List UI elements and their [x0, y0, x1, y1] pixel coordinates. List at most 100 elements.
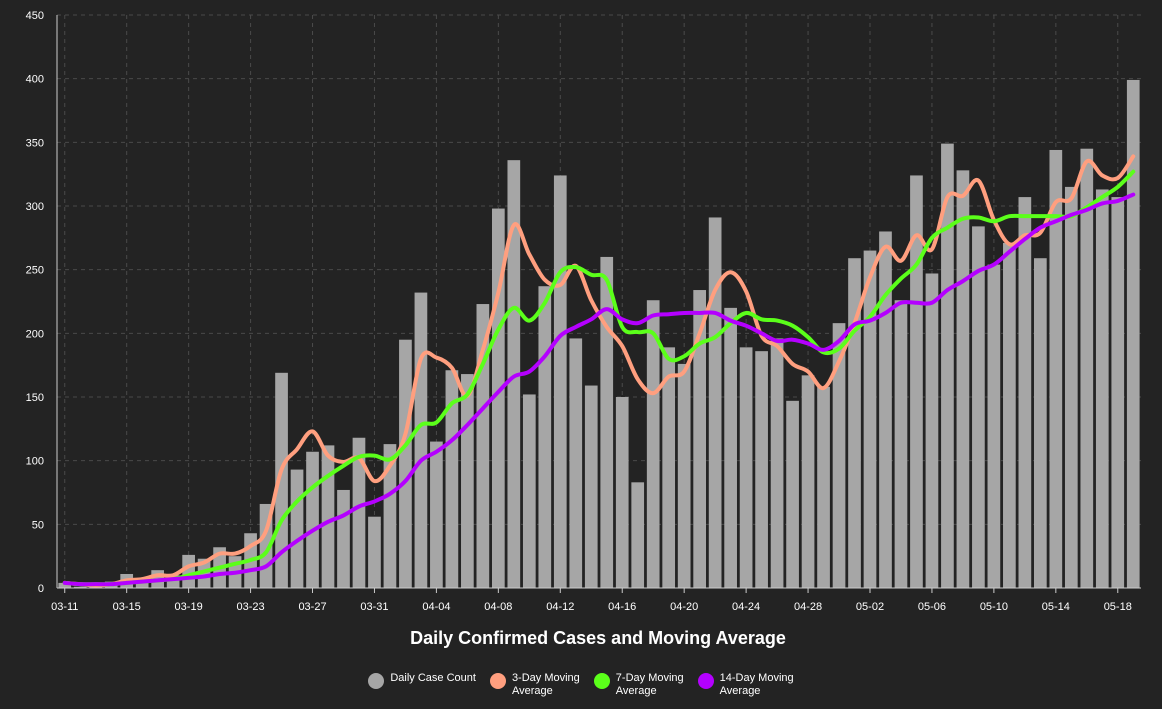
x-tick-label: 05-02 — [856, 601, 884, 613]
bar[interactable] — [1064, 186, 1078, 588]
bar[interactable] — [879, 231, 892, 588]
x-tick-label: 04-24 — [732, 601, 760, 613]
bar[interactable] — [1018, 197, 1032, 588]
bar[interactable] — [135, 581, 149, 588]
bar[interactable] — [321, 445, 335, 588]
bar[interactable] — [646, 300, 660, 588]
bar[interactable] — [383, 444, 397, 588]
line-series — [62, 154, 1136, 588]
bar[interactable] — [414, 292, 428, 588]
y-tick-label: 0 — [38, 583, 44, 595]
bar[interactable] — [1033, 258, 1047, 588]
bar[interactable] — [786, 400, 799, 588]
bar[interactable] — [662, 347, 676, 588]
legend-swatch — [697, 673, 714, 689]
bar[interactable] — [522, 394, 536, 588]
bar[interactable] — [755, 351, 768, 588]
y-tick-label: 100 — [26, 456, 44, 468]
bar[interactable] — [1126, 79, 1140, 588]
legend-swatch — [593, 673, 610, 689]
bar[interactable] — [182, 554, 195, 588]
legend: Daily Case Count 3-Day Moving Average 7-… — [0, 672, 1162, 698]
x-tick-label: 03-19 — [175, 601, 203, 613]
bar[interactable] — [739, 347, 753, 588]
bar[interactable] — [956, 170, 970, 588]
x-tick-label: 05-06 — [918, 601, 946, 613]
bar[interactable] — [724, 307, 737, 588]
legend-label: 7-Day Moving Average — [615, 672, 684, 697]
legend-swatch — [489, 673, 506, 689]
bar[interactable] — [615, 397, 629, 588]
bar[interactable] — [708, 217, 722, 588]
bar[interactable] — [677, 363, 691, 588]
legend-item-daily-case-count[interactable]: Daily Case Count — [368, 672, 476, 698]
bar[interactable] — [569, 338, 583, 588]
line-3-day-moving-average[interactable] — [62, 154, 1136, 588]
bar[interactable] — [337, 489, 350, 588]
x-tick-label: 03-11 — [51, 601, 78, 613]
bar[interactable] — [817, 386, 830, 588]
bar[interactable] — [910, 175, 923, 588]
y-tick-label: 200 — [26, 328, 44, 340]
x-tick-label: 04-12 — [546, 601, 574, 613]
bar[interactable] — [352, 437, 366, 588]
x-tick-label: 04-04 — [422, 601, 450, 613]
x-tick-label: 04-16 — [608, 601, 636, 613]
bar[interactable] — [553, 175, 567, 588]
x-axis-ticks: 03-11 03-15 03-19 03-23 03-27 03-31 04-04 04-08… — [51, 588, 1132, 613]
line-7-day-moving-average[interactable] — [62, 169, 1136, 587]
bar[interactable] — [368, 516, 381, 588]
bar[interactable] — [1003, 242, 1016, 588]
y-tick-label: 150 — [26, 392, 44, 404]
x-tick-label: 03-31 — [360, 601, 388, 613]
bar[interactable] — [507, 160, 521, 588]
bar[interactable] — [275, 372, 288, 588]
x-tick-label: 04-28 — [794, 601, 822, 613]
bar[interactable] — [925, 273, 939, 588]
y-tick-label: 400 — [26, 74, 44, 86]
bar[interactable] — [941, 143, 954, 588]
y-tick-label: 450 — [26, 10, 44, 22]
bar[interactable] — [58, 582, 72, 588]
bar[interactable] — [538, 286, 552, 588]
axes — [56, 15, 1141, 589]
bar[interactable] — [848, 258, 861, 588]
bar[interactable] — [801, 375, 815, 588]
bar[interactable] — [770, 338, 784, 588]
bar[interactable] — [693, 290, 707, 588]
line-14-day-moving-average[interactable] — [62, 192, 1136, 587]
bar[interactable] — [1111, 197, 1125, 588]
bar[interactable] — [863, 250, 877, 589]
bar[interactable] — [987, 264, 1001, 588]
legend-item-14-day-moving-average[interactable]: 14-Day Moving Average — [697, 672, 794, 698]
bar[interactable] — [461, 374, 474, 588]
legend-swatch — [368, 673, 385, 689]
bar[interactable] — [430, 441, 443, 588]
bar[interactable] — [1049, 149, 1063, 588]
x-tick-label: 05-18 — [1104, 601, 1132, 613]
bar[interactable] — [894, 300, 908, 588]
y-tick-label: 250 — [26, 265, 44, 277]
bar[interactable] — [290, 469, 304, 588]
bar[interactable] — [584, 385, 598, 588]
bar[interactable] — [73, 586, 87, 588]
chart-title: Daily Confirmed Cases and Moving Average — [410, 628, 786, 648]
bar[interactable] — [1095, 189, 1109, 589]
legend-label: 14-Day Moving Average — [719, 672, 794, 697]
bar[interactable] — [1080, 148, 1094, 588]
x-tick-label: 03-23 — [237, 601, 265, 613]
bar[interactable] — [631, 482, 645, 588]
y-axis-ticks: 0 50 100 150 200 250 300 350 400 450 — [26, 10, 44, 595]
y-tick-label: 50 — [32, 519, 44, 531]
bar-series — [58, 79, 1140, 589]
legend-item-7-day-moving-average[interactable]: 7-Day Moving Average — [593, 672, 684, 698]
legend-item-3-day-moving-average[interactable]: 3-Day Moving Average — [489, 672, 580, 698]
bar[interactable] — [600, 256, 614, 588]
bar[interactable] — [445, 370, 459, 588]
bar[interactable] — [832, 323, 846, 588]
bar[interactable] — [399, 339, 412, 588]
bar[interactable] — [306, 451, 319, 588]
x-tick-label: 05-14 — [1042, 601, 1070, 613]
bar[interactable] — [972, 226, 985, 588]
